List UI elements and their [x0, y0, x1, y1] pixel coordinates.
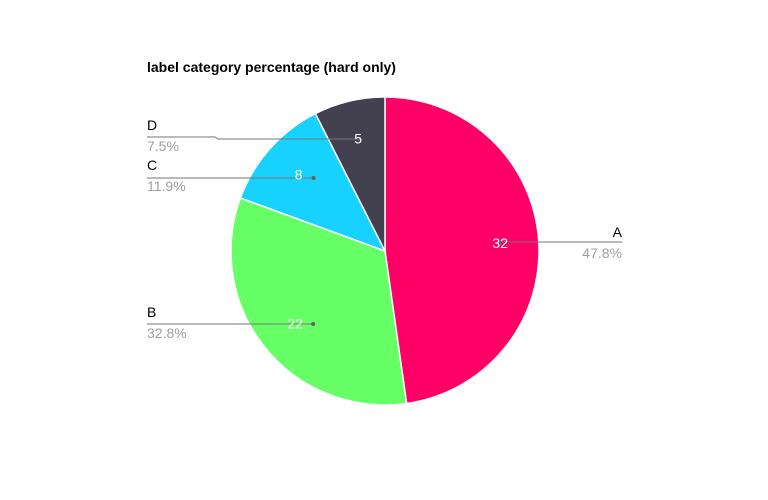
leader-dot-a [498, 240, 503, 244]
chart-title: label category percentage (hard only) [147, 59, 396, 75]
leader-dot-b [311, 322, 316, 326]
leader-line-d [147, 136, 360, 140]
slice-name-a: A [613, 224, 623, 240]
slice-value-b: 22 [287, 316, 303, 332]
slice-percent-c: 11.9% [147, 178, 186, 194]
slice-value-d: 5 [354, 131, 362, 147]
slice-value-c: 8 [295, 166, 303, 182]
slice-labels: 32 A 47.8% 22 B 32.8% 8 C 11.9% 5 D 7.5% [147, 117, 623, 341]
pie-slices [230, 96, 540, 406]
slice-a [384, 96, 540, 405]
slice-percent-b: 32.8% [147, 325, 187, 341]
leader-lines [147, 136, 622, 326]
slice-percent-d: 7.5% [147, 138, 179, 154]
slice-name-b: B [147, 304, 156, 320]
leader-dot-c [311, 176, 316, 180]
slice-value-a: 32 [492, 235, 508, 251]
slice-d [314, 96, 386, 252]
slice-name-c: C [147, 157, 157, 173]
leader-dot-d [357, 137, 362, 141]
slice-b [230, 196, 408, 406]
slice-percent-a: 47.8% [582, 245, 622, 261]
slice-name-d: D [147, 117, 157, 133]
slice-c [239, 112, 387, 253]
